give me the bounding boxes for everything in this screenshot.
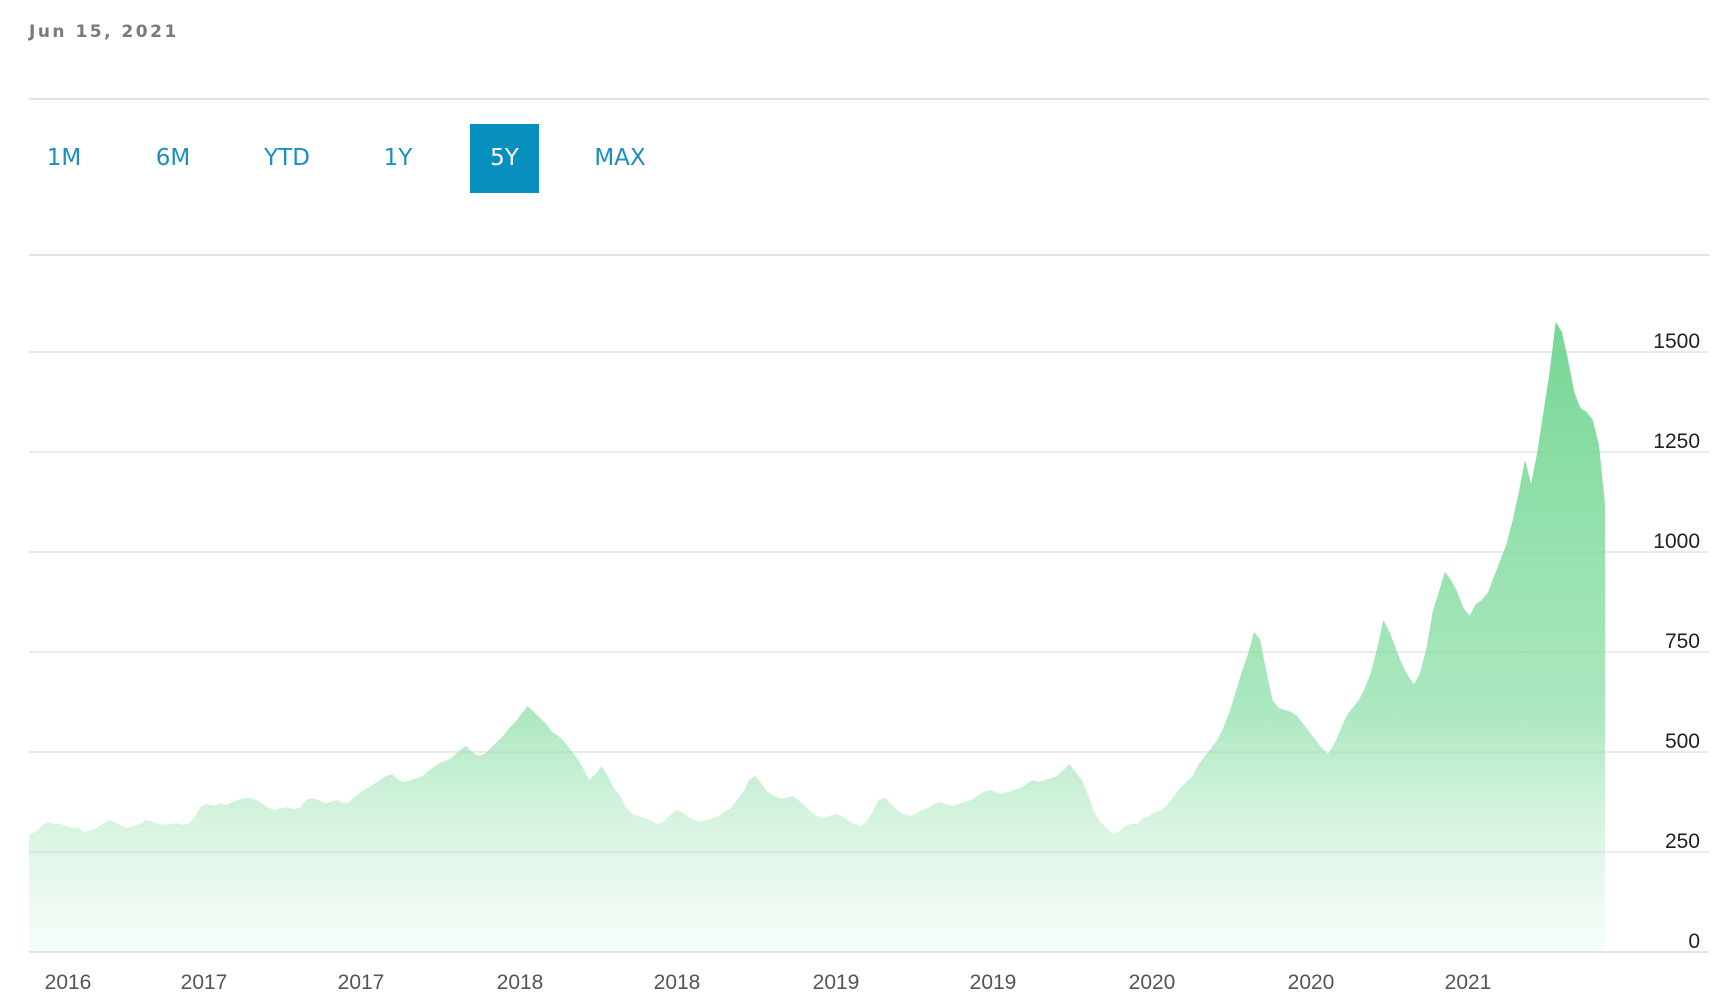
x-tick-label: 2020 [1129,971,1176,994]
date-label: Jun 15, 2021 [29,22,179,42]
x-tick-label: 2017 [338,971,385,994]
y-tick-label: 1000 [1653,530,1700,553]
y-tick-label: 500 [1665,730,1700,753]
x-tick-label: 2018 [497,971,544,994]
x-tick-label: 2020 [1288,971,1335,994]
x-tick-label: 2017 [181,971,228,994]
tab-max[interactable]: MAX [594,145,646,171]
chart-top-divider [29,254,1709,256]
price-area [29,322,1605,952]
y-tick-label: 1500 [1653,330,1700,353]
top-divider [29,98,1709,100]
tab-ytd[interactable]: YTD [264,145,310,171]
x-tick-label: 2019 [970,971,1017,994]
price-area-chart: 0 250 500 750 1000 1250 1500 2016 2017 2017 2018 2… [29,322,1709,994]
tab-1y[interactable]: 1Y [383,145,413,171]
x-tick-label: 2019 [813,971,860,994]
tab-1m[interactable]: 1M [46,145,82,171]
y-tick-label: 1250 [1653,430,1700,453]
y-tick-label: 750 [1665,630,1700,653]
tab-5y[interactable]: 5Y [470,124,539,193]
y-tick-label: 250 [1665,830,1700,853]
x-tick-label: 2016 [45,971,92,994]
y-tick-label: 0 [1688,930,1700,953]
x-tick-label: 2021 [1445,971,1492,994]
x-tick-label: 2018 [654,971,701,994]
tab-6m[interactable]: 6M [155,145,191,171]
